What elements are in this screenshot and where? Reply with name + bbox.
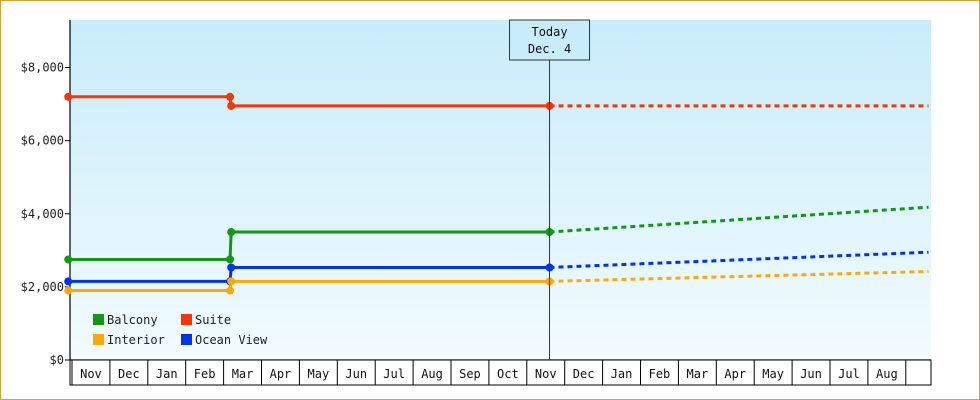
legend-entry: Balcony [107,313,158,327]
x-tick-label: Feb [194,367,216,381]
x-tick-label: Mar [687,367,709,381]
y-tick-label: $0 [50,353,64,367]
suite-data-point[interactable] [64,92,73,101]
plot-background [70,20,931,360]
ocean-view-history-line [68,266,550,283]
x-tick-label: Nov [535,367,557,381]
x-tick-label: Aug [876,367,898,381]
ocean-view-data-point[interactable] [227,263,236,272]
balcony-data-point[interactable] [226,255,235,264]
x-tick-label: Jun [800,367,822,381]
balcony-forecast-line [549,205,929,234]
legend-entry: Ocean View [195,333,268,347]
y-tick-label: $2,000 [21,280,64,294]
legend-swatch [181,314,192,325]
x-tick-label: Jun [345,367,367,381]
y-tick-label: $6,000 [21,134,64,148]
today-label-box [509,19,591,61]
x-tick-label: Dec [573,367,595,381]
today-label-line1: Today [531,25,567,39]
balcony-data-point[interactable] [64,255,73,264]
x-tick-label: Sep [459,367,481,381]
legend-swatch [93,314,104,325]
x-tick-label: Feb [649,367,671,381]
ocean-view-data-point[interactable] [64,277,73,286]
legend-entry: Suite [195,313,231,327]
x-tick-label: Jul [383,367,405,381]
y-tick-label: $8,000 [21,61,64,75]
x-tick-label: Mar [232,367,254,381]
legend-swatch [93,334,104,345]
interior-data-point[interactable] [226,286,235,295]
balcony-history-line [68,230,550,261]
interior-data-point[interactable] [227,277,236,286]
x-tick-label: Nov [80,367,102,381]
x-tick-label: Dec [118,367,140,381]
suite-data-point[interactable] [227,101,236,110]
x-tick-label: Jan [156,367,178,381]
suite-data-point[interactable] [226,92,235,101]
interior-history-line [68,279,550,292]
x-tick-label: Oct [497,367,519,381]
ocean-view-forecast-line [549,250,929,269]
legend-swatch [181,334,192,345]
y-tick-label: $4,000 [21,207,64,221]
x-tick-label: Apr [270,367,292,381]
x-tick-label: Aug [421,367,443,381]
balcony-data-point[interactable] [227,228,236,237]
today-label-line2: Dec. 4 [528,42,571,56]
x-tick-label: May [762,367,784,381]
legend-entry: Interior [107,333,165,347]
interior-forecast-line [549,270,929,283]
month-band [69,359,932,386]
suite-history-line [68,95,550,108]
x-tick-label: Apr [724,367,746,381]
interior-data-point[interactable] [64,286,73,295]
x-tick-label: May [308,367,330,381]
x-tick-label: Jul [838,367,860,381]
x-tick-label: Jan [611,367,633,381]
